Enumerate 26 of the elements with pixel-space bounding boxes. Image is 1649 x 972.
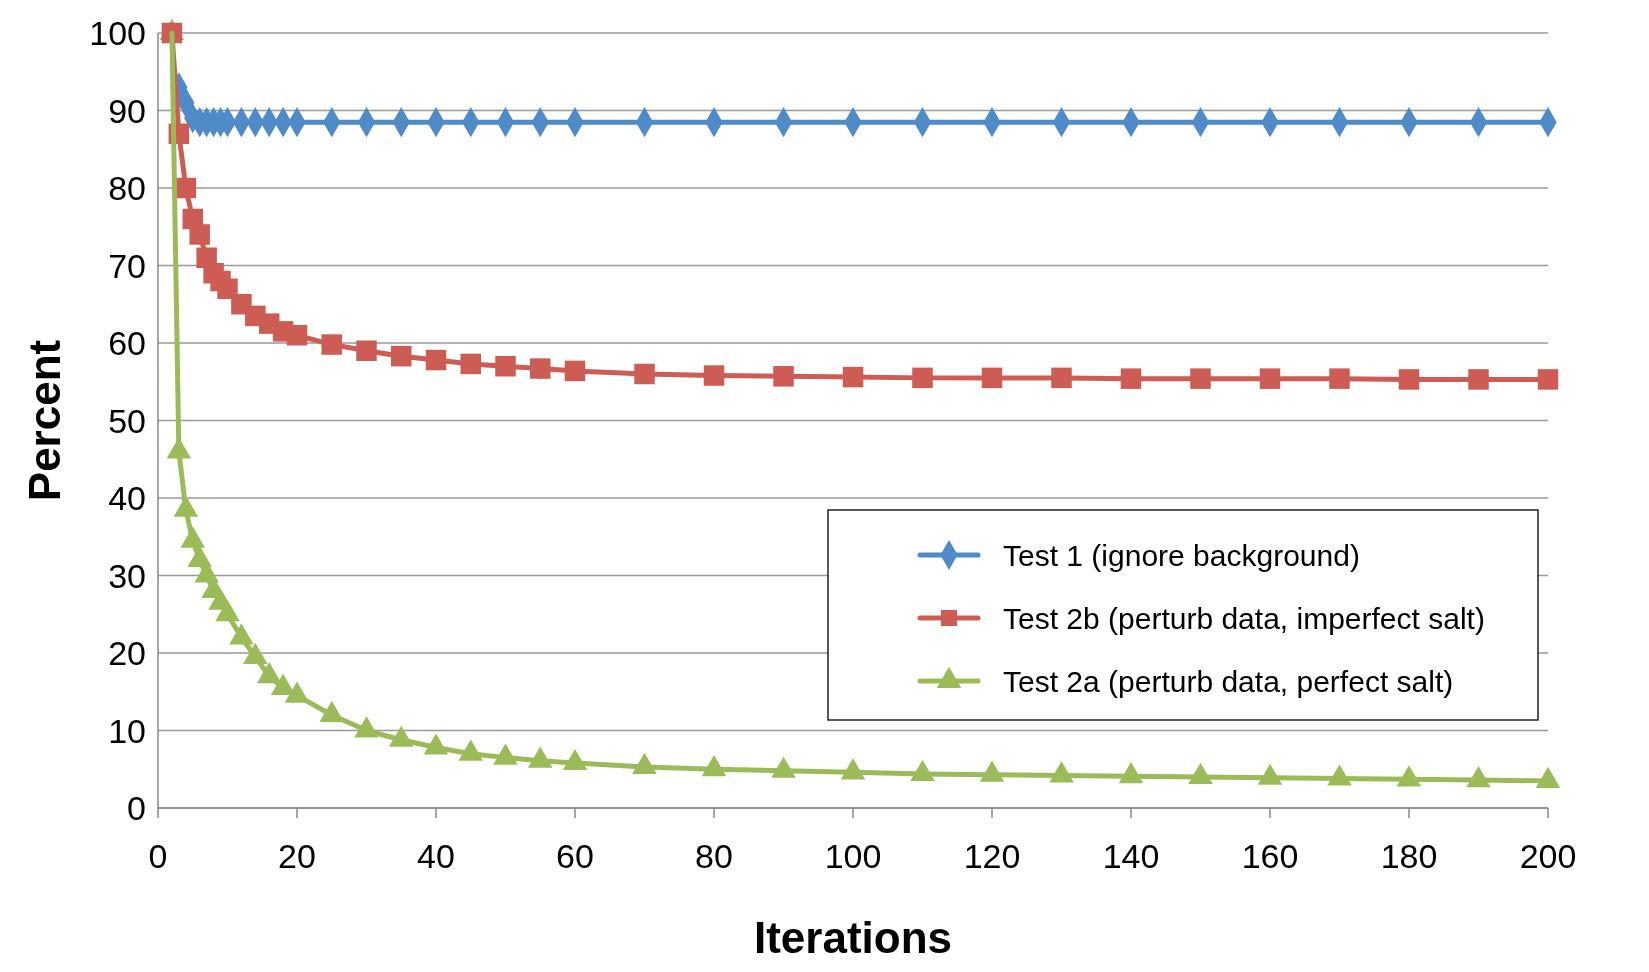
x-tick-label: 40 — [417, 837, 455, 875]
legend-label: Test 1 (ignore background) — [1003, 539, 1360, 572]
y-tick-label: 10 — [108, 711, 146, 750]
x-tick-label: 140 — [1102, 837, 1160, 875]
x-tick-label: 20 — [278, 837, 316, 875]
x-tick-label: 100 — [824, 837, 882, 875]
y-tick-label: 20 — [108, 634, 146, 672]
legend-label: Test 2a (perturb data, perfect salt) — [1003, 665, 1454, 698]
y-tick-label: 0 — [127, 789, 146, 827]
x-axis-title: Iterations — [753, 913, 953, 962]
y-tick-label: 90 — [108, 91, 146, 130]
y-tick-label: 30 — [108, 556, 146, 595]
y-axis-title: Percent — [20, 339, 69, 502]
legend-label: Test 2b (perturb data, imperfect salt) — [1003, 602, 1485, 635]
y-tick-label: 70 — [108, 246, 146, 285]
x-tick-label: 120 — [963, 837, 1021, 875]
y-tick-label: 100 — [89, 14, 146, 52]
x-tick-label: 160 — [1241, 837, 1299, 875]
x-tick-label: 200 — [1519, 837, 1577, 875]
x-tick-label: 180 — [1380, 837, 1438, 875]
y-tick-label: 50 — [108, 401, 146, 440]
x-tick-label: 80 — [695, 837, 733, 875]
y-tick-label: 80 — [108, 169, 146, 207]
y-tick-label: 60 — [108, 324, 146, 362]
y-tick-label: 40 — [108, 479, 146, 517]
x-tick-label: 60 — [556, 837, 594, 875]
